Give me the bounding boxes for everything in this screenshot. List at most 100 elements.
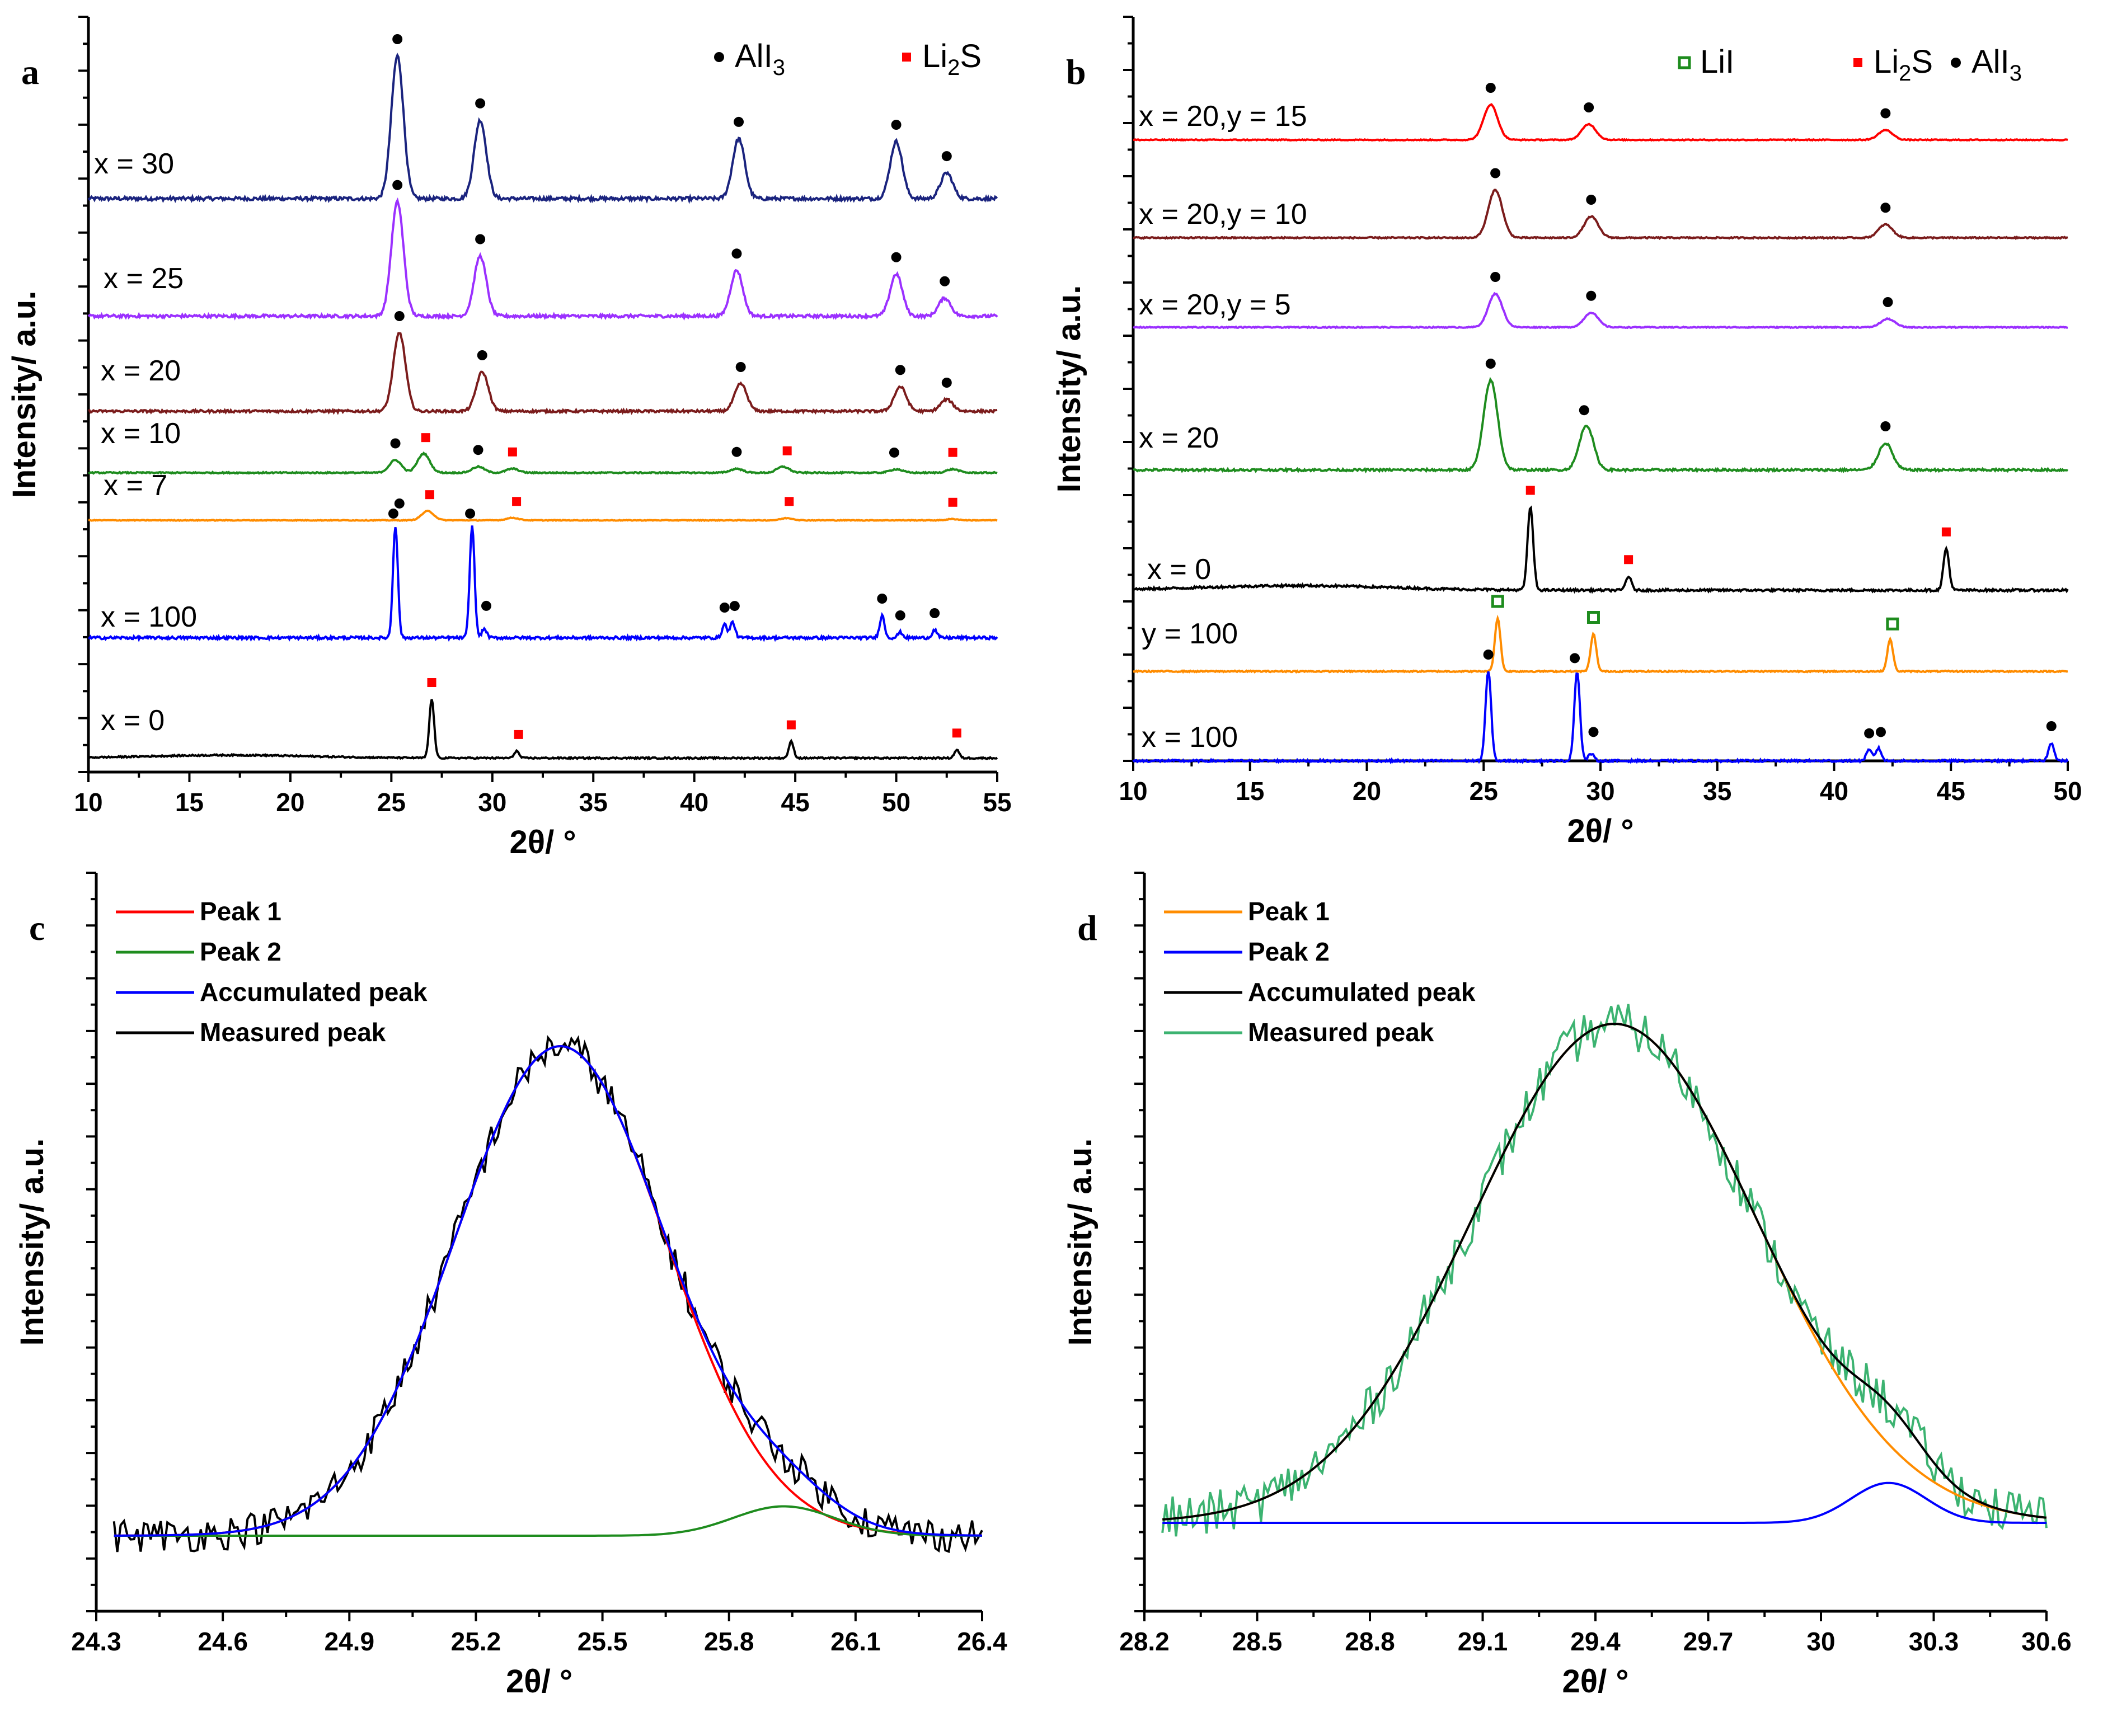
x-tick-label: 20 [1353,777,1381,806]
x-tick-label: 35 [1703,777,1731,806]
peak-1-line [114,1045,982,1537]
peak-marker-dot [941,151,952,162]
peak-marker-dot [734,116,744,127]
trace-label: y = 100 [1142,618,1238,650]
peak-marker-square [948,448,957,457]
y-axis-label: Intensity/ a.u. [6,291,43,498]
peak-marker-square [421,433,430,443]
y-axis-label: Intensity/ a.u. [1051,285,1087,493]
peak-marker-dot [1880,421,1891,431]
x-tick-label: 50 [882,788,910,817]
peak-marker-square [514,730,523,739]
peak-1-line [1162,1022,2047,1521]
x-tick-label: 40 [1820,777,1848,806]
peak-marker-dot [394,311,405,321]
legend-li2s-label: Li2S [922,38,982,80]
peak-marker-dot [1485,83,1496,93]
x-tick-label: 15 [175,788,204,817]
x-axis-label: 2θ/ ° [509,824,576,860]
trace-x-100 [88,525,998,642]
peak-marker-dot [941,378,952,388]
legend-label-2: Accumulated peak [1248,977,1476,1006]
x-tick-label: 50 [2053,777,2082,806]
peak-marker-dot [731,446,742,457]
trace-label: x = 20 [101,355,181,387]
peak-marker-dot [392,34,403,44]
measured-peak-line [1161,1004,2048,1537]
panel-c: 24.3 24.6 24.9 25.2 25.5 25.8 26.1 26.4 2θ/ ° Int… [14,872,1007,1700]
legend-ali3-marker [1951,58,1961,68]
x-tick-label: 30 [1806,1627,1835,1656]
trace-label: x = 30 [94,148,174,180]
peak-marker-square [1624,555,1633,564]
x-tick-label: 29.1 [1458,1627,1508,1656]
peak-marker-dot [731,248,742,259]
x-tick-label: 25.8 [704,1627,754,1656]
peak-marker-dot [1586,195,1597,205]
x-axis-label: 2θ/ ° [1567,813,1633,849]
accumulated-peak-line [114,1045,983,1537]
x-tick-label: 24.9 [325,1627,375,1656]
panel-letter: a [21,52,39,92]
x-tick-label: 25.2 [451,1627,501,1656]
legend-ali3-marker [714,52,724,62]
peak-marker-dot [895,365,905,375]
peak-marker-dot [473,445,483,455]
legend-label-1: Peak 2 [200,937,281,966]
legend-label-2: Accumulated peak [200,977,428,1006]
legend-li2s-marker [1853,58,1862,67]
peak-marker-dot [1880,203,1891,213]
trace-label: x = 10 [101,417,181,450]
trace-x-0 [1133,505,2069,594]
x-tick-label: 45 [1937,777,1965,806]
peak-marker-dot [735,362,746,372]
peak-marker-open-square [1586,611,1600,624]
peak-marker-open-square [1886,617,1899,631]
peak-marker-square [948,497,957,507]
peak-marker-square [952,728,961,738]
legend-li2s-marker [902,53,911,62]
x-tick-label: 35 [579,788,608,817]
trace-label: x = 0 [101,704,165,737]
x-tick-label: 25 [1470,777,1498,806]
peak-marker-dot [930,608,940,618]
trace-label: x = 100 [101,601,197,633]
peak-marker-dot [877,594,888,604]
peak-marker-dot [477,350,487,360]
accumulated-peak-line [1162,1022,2047,1521]
peak-marker-square [786,720,796,730]
trace-x-25 [87,197,998,321]
x-tick-label: 24.6 [198,1627,248,1656]
x-tick-label: 15 [1236,777,1264,806]
peak-marker-dot [891,120,902,130]
peak-marker-dot [1586,290,1597,301]
trace-label: x = 7 [104,469,167,502]
legend-lii-label: LiI [1700,44,1734,80]
y-axis-label: Intensity/ a.u. [1062,1138,1099,1346]
trace-label: x = 0 [1147,553,1211,586]
x-tick-label: 26.4 [957,1627,1007,1656]
trace-x-10 [88,451,998,476]
peak-marker-dot [1880,108,1891,119]
peak-marker-dot [475,98,486,109]
peak-marker-dot [481,600,491,611]
x-tick-label: 25.5 [578,1627,628,1656]
x-tick-label: 28.2 [1119,1627,1170,1656]
legend-li2s-label: Li2S [1874,44,1933,86]
peak-marker-square [785,497,794,506]
peak-marker-dot [392,180,403,190]
measured-peak-line [112,1035,983,1554]
peak-marker-dot [465,508,476,519]
peak-marker-dot [390,438,401,449]
trace-label: x = 25 [104,262,184,295]
panel-letter: d [1077,908,1097,948]
peak-marker-dot [1876,727,1886,737]
peak-marker-dot [1483,650,1494,660]
x-tick-label: 30 [1586,777,1614,806]
peak-marker-dot [729,601,740,611]
x-tick-label: 30.6 [2021,1627,2072,1656]
panel-letter: b [1066,52,1086,92]
legend-label-0: Peak 1 [200,897,281,926]
trace-label: x = 20,y = 15 [1139,100,1307,133]
